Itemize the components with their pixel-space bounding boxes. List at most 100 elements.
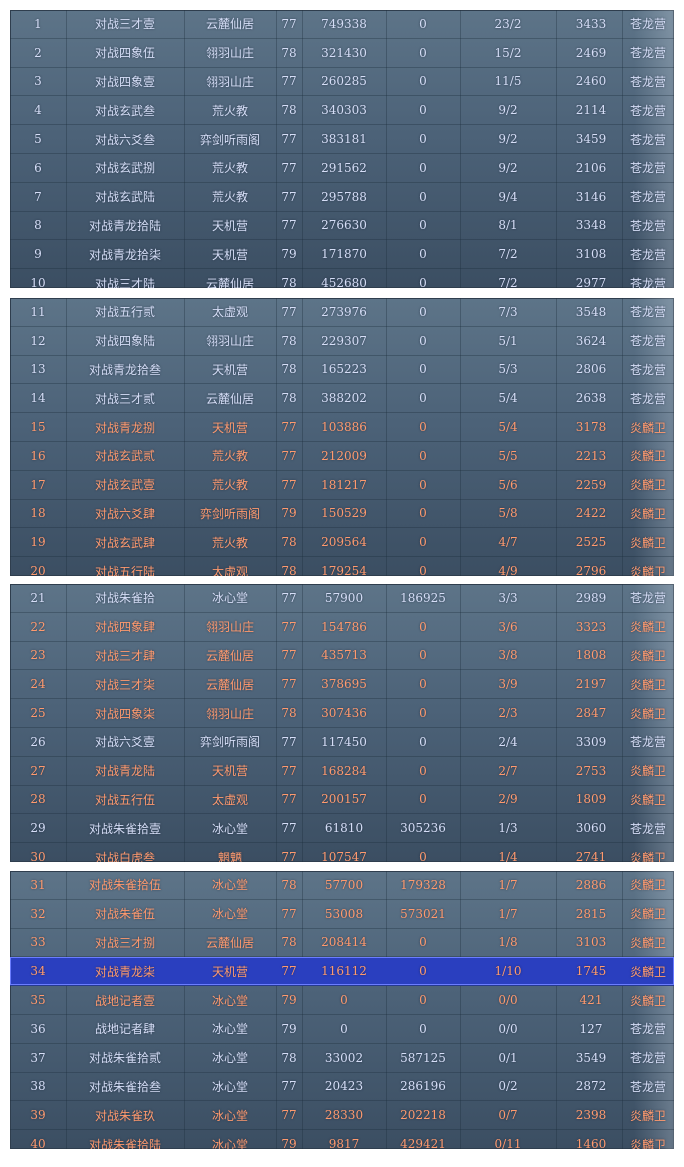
table-row[interactable]: 28 对战五行伍 太虚观 77 200157 0 2/9 1809 炎麟卫 [10, 786, 674, 815]
table-row[interactable]: 31 对战朱雀拾伍 冰心堂 78 57700 179328 1/7 2886 炎麟卫 [10, 871, 674, 900]
record-cell: 9/4 [498, 189, 518, 204]
table-row[interactable]: 24 对战三才柒 云麓仙居 77 378695 0 3/9 2197 炎麟卫 [10, 670, 674, 700]
table-row[interactable]: 2 对战四象伍 翎羽山庄 78 321430 0 15/2 2469 苍龙营 [10, 39, 674, 68]
sect-cell: 云麓仙居 [205, 17, 254, 32]
column-divider [622, 871, 623, 1149]
score-a-cell: 383181 [321, 132, 367, 147]
player-name-cell: 对战青龙陆 [94, 764, 155, 779]
table-row[interactable]: 16 对战玄武贰 荒火教 77 212009 0 5/5 2213 炎麟卫 [10, 442, 674, 471]
table-row[interactable]: 18 对战六爻肆 弈剑听雨阁 79 150529 0 5/8 2422 炎麟卫 [10, 500, 674, 529]
table-row[interactable]: 10 对战三才陆 云麓仙居 78 452680 0 7/2 2977 苍龙营 [10, 269, 674, 288]
score-c-cell: 2977 [575, 276, 607, 288]
score-c-cell: 3549 [575, 1050, 607, 1065]
table-row[interactable]: 27 对战青龙陆 天机营 77 168284 0 2/7 2753 炎麟卫 [10, 757, 674, 786]
rank-cell: 12 [30, 333, 46, 348]
table-row-selected[interactable]: 34 对战青龙柒 天机营 77 116112 0 1/10 1745 炎麟卫 [10, 957, 674, 987]
score-b-cell: 573021 [400, 906, 446, 921]
column-divider [66, 871, 67, 1149]
record-cell: 5/1 [498, 333, 518, 348]
table-row[interactable]: 9 对战青龙拾柒 天机营 79 171870 0 7/2 3108 苍龙营 [10, 240, 674, 270]
score-b-cell: 0 [419, 103, 427, 118]
table-row[interactable]: 4 对战玄武叁 荒火教 78 340303 0 9/2 2114 苍龙营 [10, 96, 674, 126]
table-row[interactable]: 29 对战朱雀拾壹 冰心堂 77 61810 305236 1/3 3060 苍龙营 [10, 814, 674, 844]
sect-cell: 翎羽山庄 [205, 46, 254, 61]
score-c-cell: 2741 [575, 850, 607, 862]
table-row[interactable]: 35 战地记者壹 冰心堂 79 0 0 0/0 421 炎麟卫 [10, 986, 674, 1015]
table-row[interactable]: 5 对战六爻叁 弈剑听雨阁 77 383181 0 9/2 3459 苍龙营 [10, 125, 674, 154]
rank-cell: 22 [30, 619, 46, 634]
column-divider [276, 298, 277, 576]
level-cell: 77 [281, 218, 297, 233]
table-row[interactable]: 33 对战三才捌 云麓仙居 78 208414 0 1/8 3103 炎麟卫 [10, 929, 674, 958]
score-c-cell: 2796 [575, 564, 607, 576]
sect-cell: 云麓仙居 [205, 276, 254, 288]
column-divider [386, 10, 387, 288]
score-c-cell: 1808 [575, 648, 607, 663]
faction-cell: 炎麟卫 [629, 478, 666, 493]
column-divider [302, 584, 303, 862]
table-row[interactable]: 19 对战玄武肆 荒火教 78 209564 0 4/7 2525 炎麟卫 [10, 528, 674, 558]
faction-cell: 苍龙营 [629, 362, 666, 377]
player-name-cell: 对战朱雀拾伍 [88, 878, 161, 893]
score-b-cell: 0 [419, 1021, 427, 1036]
record-cell: 3/8 [498, 648, 518, 663]
ranking-panel-2: 11 对战五行贰 太虚观 77 273976 0 7/3 3548 苍龙营 12 对战四象陆 翎羽山庄… [10, 298, 674, 576]
column-divider [276, 871, 277, 1149]
score-c-cell: 2259 [575, 477, 607, 492]
table-row[interactable]: 25 对战四象柒 翎羽山庄 78 307436 0 2/3 2847 炎麟卫 [10, 699, 674, 728]
table-row[interactable]: 32 对战朱雀伍 冰心堂 77 53008 573021 1/7 2815 炎麟卫 [10, 900, 674, 929]
player-name-cell: 对战朱雀拾 [94, 591, 155, 606]
table-row[interactable]: 38 对战朱雀拾叁 冰心堂 77 20423 286196 0/2 2872 苍龙营 [10, 1073, 674, 1102]
record-cell: 7/2 [498, 276, 518, 288]
player-name-cell: 对战三才柒 [94, 677, 155, 692]
record-cell: 1/7 [498, 906, 518, 921]
table-row[interactable]: 21 对战朱雀拾 冰心堂 77 57900 186925 3/3 2989 苍龙营 [10, 584, 674, 613]
rank-cell: 37 [30, 1050, 46, 1065]
score-a-cell: 0 [340, 1021, 348, 1036]
sect-cell: 冰心堂 [211, 1108, 248, 1123]
record-cell: 0/11 [494, 1137, 522, 1149]
table-row[interactable]: 20 对战五行陆 太虚观 78 179254 0 4/9 2796 炎麟卫 [10, 557, 674, 576]
table-row[interactable]: 7 对战玄武陆 荒火教 77 295788 0 9/4 3146 苍龙营 [10, 183, 674, 212]
player-name-cell: 对战青龙拾叁 [88, 362, 161, 377]
table-row[interactable]: 13 对战青龙拾叁 天机营 78 165223 0 5/3 2806 苍龙营 [10, 356, 674, 385]
level-cell: 77 [281, 964, 297, 979]
column-divider [622, 298, 623, 576]
table-row[interactable]: 22 对战四象肆 翎羽山庄 77 154786 0 3/6 3323 炎麟卫 [10, 613, 674, 642]
rank-cell: 1 [34, 16, 42, 31]
faction-cell: 苍龙营 [629, 17, 666, 32]
sect-cell: 荒火教 [211, 449, 248, 464]
rank-cell: 20 [30, 564, 46, 576]
player-name-cell: 对战玄武肆 [94, 535, 155, 550]
table-row[interactable]: 1 对战三才壹 云麓仙居 77 749338 0 23/2 3433 苍龙营 [10, 10, 674, 39]
table-row[interactable]: 17 对战玄武壹 荒火教 77 181217 0 5/6 2259 炎麟卫 [10, 471, 674, 500]
score-b-cell: 0 [419, 619, 427, 634]
rank-cell: 35 [30, 993, 46, 1008]
table-row[interactable]: 30 对战白虎叁 魍魉 77 107547 0 1/4 2741 炎麟卫 [10, 843, 674, 862]
rank-cell: 28 [30, 792, 46, 807]
sect-cell: 太虚观 [211, 305, 248, 320]
column-divider [556, 298, 557, 576]
rank-cell: 7 [34, 189, 42, 204]
table-row[interactable]: 37 对战朱雀拾贰 冰心堂 78 33002 587125 0/1 3549 苍龙营 [10, 1044, 674, 1073]
table-row[interactable]: 12 对战四象陆 翎羽山庄 78 229307 0 5/1 3624 苍龙营 [10, 327, 674, 356]
table-row[interactable]: 39 对战朱雀玖 冰心堂 77 28330 202218 0/7 2398 炎麟卫 [10, 1101, 674, 1131]
table-row[interactable]: 36 战地记者肆 冰心堂 79 0 0 0/0 127 苍龙营 [10, 1015, 674, 1044]
table-row[interactable]: 23 对战三才肆 云麓仙居 77 435713 0 3/8 1808 炎麟卫 [10, 642, 674, 671]
table-row[interactable]: 15 对战青龙捌 天机营 77 103886 0 5/4 3178 炎麟卫 [10, 413, 674, 442]
score-a-cell: 435713 [321, 648, 367, 663]
table-row[interactable]: 11 对战五行贰 太虚观 77 273976 0 7/3 3548 苍龙营 [10, 298, 674, 327]
score-b-cell: 0 [419, 45, 427, 60]
sect-cell: 翎羽山庄 [205, 620, 254, 635]
table-row[interactable]: 3 对战四象壹 翎羽山庄 77 260285 0 11/5 2460 苍龙营 [10, 68, 674, 97]
faction-cell: 苍龙营 [629, 821, 666, 836]
score-a-cell: 179254 [321, 564, 367, 576]
score-b-cell: 0 [419, 304, 427, 319]
table-row[interactable]: 8 对战青龙拾陆 天机营 77 276630 0 8/1 3348 苍龙营 [10, 212, 674, 241]
score-a-cell: 229307 [321, 333, 367, 348]
table-row[interactable]: 40 对战朱雀拾陆 冰心堂 79 9817 429421 0/11 1460 炎麟卫 [10, 1130, 674, 1149]
table-row[interactable]: 14 对战三才贰 云麓仙居 78 388202 0 5/4 2638 苍龙营 [10, 384, 674, 414]
table-row[interactable]: 26 对战六爻壹 弈剑听雨阁 77 117450 0 2/4 3309 苍龙营 [10, 728, 674, 757]
level-cell: 77 [281, 590, 297, 605]
table-row[interactable]: 6 对战玄武捌 荒火教 77 291562 0 9/2 2106 苍龙营 [10, 154, 674, 183]
